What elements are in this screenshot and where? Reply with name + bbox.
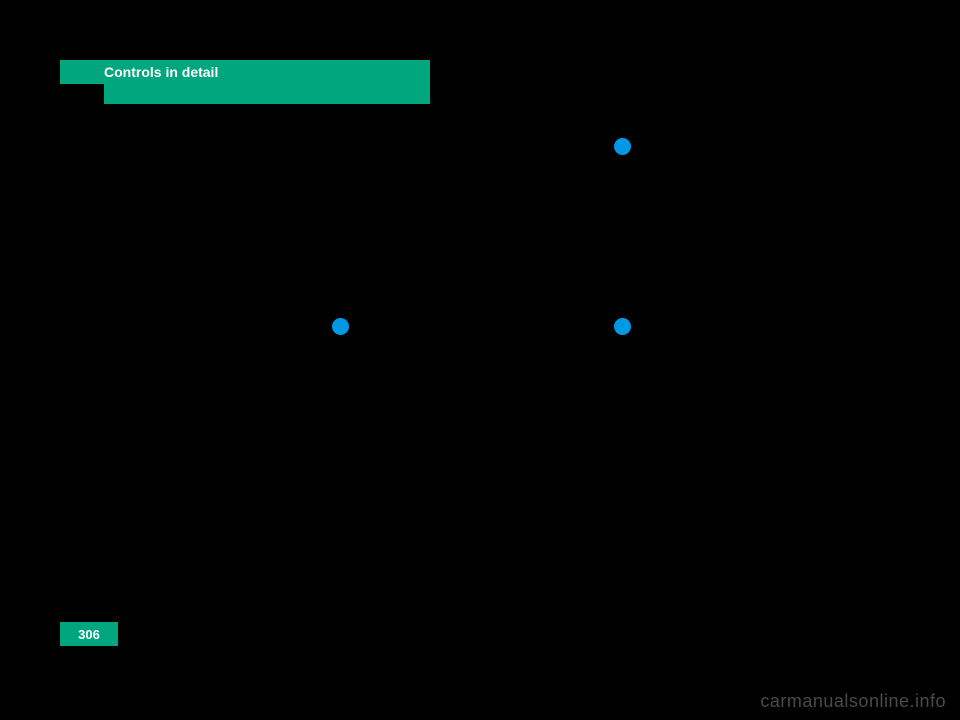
bullet-icon [614, 318, 631, 335]
section-header: Controls in detail [60, 60, 430, 104]
page-number-badge: 306 [60, 622, 118, 646]
watermark-text: carmanualsonline.info [760, 691, 946, 712]
page-number: 306 [78, 627, 100, 642]
header-tab-cutout [60, 84, 104, 104]
bullet-icon [614, 138, 631, 155]
section-title: Controls in detail [104, 64, 218, 80]
bullet-icon [332, 318, 349, 335]
